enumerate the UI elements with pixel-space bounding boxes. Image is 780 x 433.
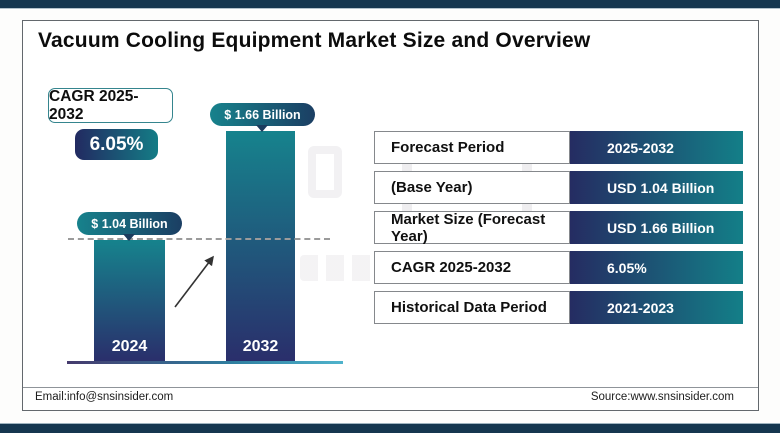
pill-pointer-2032 [256, 125, 268, 132]
bar-value-pill-2024: $ 1.04 Billion [77, 212, 182, 235]
bar-2024: 2024 [94, 240, 165, 362]
table-row: Historical Data Period 2021-2023 [374, 291, 743, 324]
table-row-label: Historical Data Period [374, 291, 570, 324]
table-row: CAGR 2025-2032 6.05% [374, 251, 743, 284]
bar-2032: 2032 [226, 131, 295, 362]
growth-arrow-icon [174, 255, 214, 308]
table-row-value: USD 1.04 Billion [570, 171, 743, 204]
bottom-brand-bar [0, 423, 780, 433]
footer-source: Source:www.snsinsider.com [590, 391, 734, 403]
bar-value-pill-2032: $ 1.66 Billion [210, 103, 315, 126]
table-row: Forecast Period 2025-2032 [374, 131, 743, 164]
table-row: Market Size (Forecast Year) USD 1.66 Bil… [374, 211, 743, 245]
bar-year-label-2024: 2024 [111, 338, 148, 355]
table-row-label: Market Size (Forecast Year) [374, 211, 570, 245]
cagr-label-box: CAGR 2025-2032 [48, 88, 173, 123]
top-brand-bar [0, 0, 780, 9]
cagr-value-badge: 6.05% [75, 129, 158, 160]
table-row-label: Forecast Period [374, 131, 570, 164]
table-row-label: (Base Year) [374, 171, 570, 204]
page-title: Vacuum Cooling Equipment Market Size and… [38, 29, 591, 52]
table-row-value: USD 1.66 Billion [570, 211, 743, 244]
bar-year-label-2032: 2032 [242, 338, 279, 355]
x-axis-line [67, 361, 343, 364]
table-row-label: CAGR 2025-2032 [374, 251, 570, 284]
footer-email: Email:info@snsinsider.com [35, 391, 174, 403]
table-row-value: 2021-2023 [570, 291, 743, 324]
reference-dashed-line [68, 238, 330, 240]
footer-divider [23, 387, 758, 388]
table-row: (Base Year) USD 1.04 Billion [374, 171, 743, 204]
table-row-value: 6.05% [570, 251, 743, 284]
table-row-value: 2025-2032 [570, 131, 743, 164]
pill-pointer-2024 [123, 234, 135, 241]
